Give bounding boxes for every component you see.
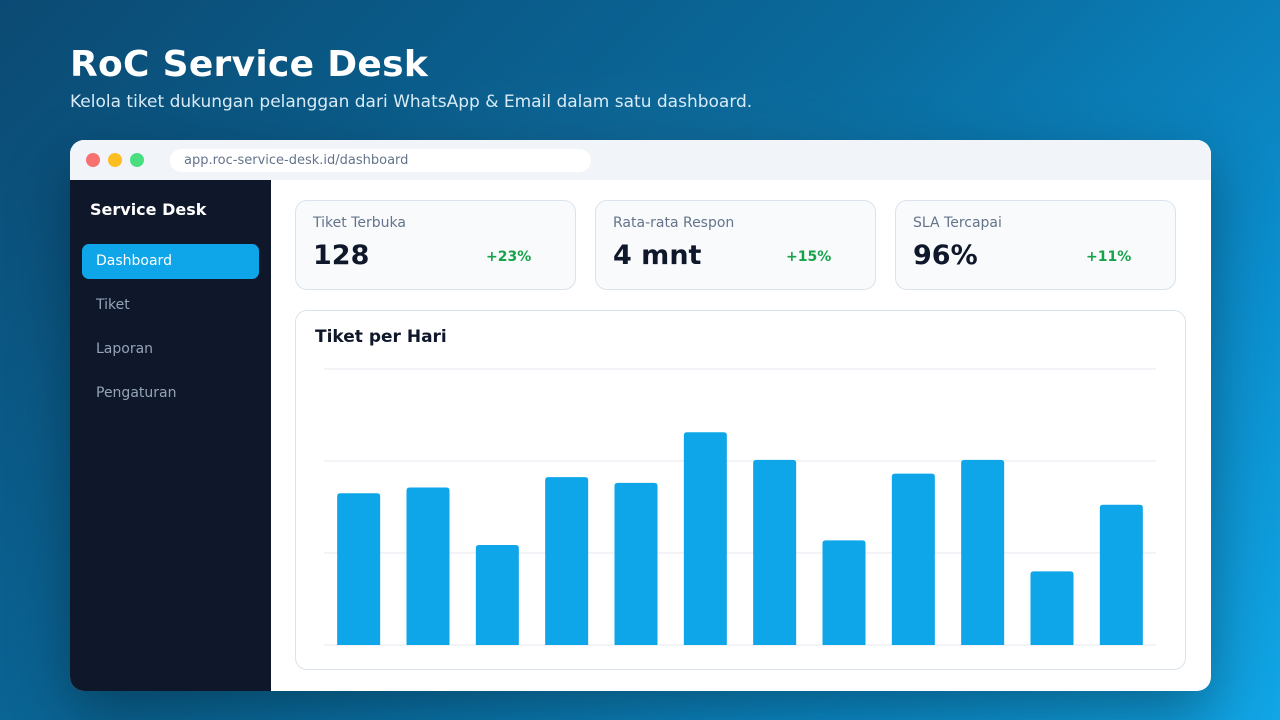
- chart-bar-2[interactable]: [406, 487, 450, 645]
- stat-card-avg-response: Rata-rata Respon 4 mnt +15%: [595, 200, 876, 290]
- main-content: Tiket Terbuka 128 +23% Rata-rata Respon …: [271, 180, 1211, 691]
- sidebar-item-dashboard[interactable]: Dashboard: [82, 244, 259, 279]
- chart-bar-5[interactable]: [614, 482, 658, 645]
- minimize-window-dot-icon[interactable]: [108, 153, 122, 167]
- browser-titlebar: app.roc-service-desk.id/dashboard: [70, 140, 1211, 180]
- stat-label: Rata-rata Respon: [613, 215, 735, 231]
- chart-bar-12[interactable]: [1099, 504, 1143, 645]
- hero-subtitle: Kelola tiket dukungan pelanggan dari Wha…: [70, 92, 753, 112]
- stat-delta: +23%: [486, 249, 532, 265]
- chart-bar-6[interactable]: [683, 432, 727, 645]
- stat-card-sla: SLA Tercapai 96% +11%: [895, 200, 1176, 290]
- maximize-window-dot-icon[interactable]: [130, 153, 144, 167]
- chart-bar-4[interactable]: [545, 477, 589, 645]
- chart-bar-7[interactable]: [753, 459, 797, 645]
- hero-title: RoC Service Desk: [70, 44, 429, 85]
- stat-value: 96%: [913, 240, 978, 271]
- chart-bar-1[interactable]: [337, 493, 381, 645]
- chart-bar-9[interactable]: [891, 473, 935, 645]
- stat-label: Tiket Terbuka: [313, 215, 406, 231]
- chart-bar-11[interactable]: [1030, 571, 1074, 645]
- app-window: app.roc-service-desk.id/dashboard Servic…: [70, 140, 1211, 691]
- stat-label: SLA Tercapai: [913, 215, 1002, 231]
- sidebar-item-pengaturan[interactable]: Pengaturan: [96, 385, 177, 401]
- chart-title: Tiket per Hari: [315, 327, 447, 347]
- stat-delta: +15%: [786, 249, 832, 265]
- close-window-dot-icon[interactable]: [86, 153, 100, 167]
- stat-value: 128: [313, 240, 370, 271]
- chart-bar-8[interactable]: [822, 540, 866, 645]
- stat-value: 4 mnt: [613, 240, 702, 271]
- address-bar[interactable]: app.roc-service-desk.id/dashboard: [170, 149, 591, 172]
- bar-chart: [324, 368, 1156, 646]
- sidebar: Service Desk Dashboard Tiket Laporan Pen…: [70, 180, 271, 691]
- chart-card: Tiket per Hari: [295, 310, 1186, 670]
- stat-delta: +11%: [1086, 249, 1132, 265]
- stat-card-open-tickets: Tiket Terbuka 128 +23%: [295, 200, 576, 290]
- chart-bar-10[interactable]: [961, 459, 1005, 645]
- sidebar-brand: Service Desk: [90, 200, 207, 219]
- chart-bar-3[interactable]: [475, 544, 519, 645]
- sidebar-item-tiket[interactable]: Tiket: [96, 297, 130, 313]
- sidebar-item-laporan[interactable]: Laporan: [96, 341, 154, 357]
